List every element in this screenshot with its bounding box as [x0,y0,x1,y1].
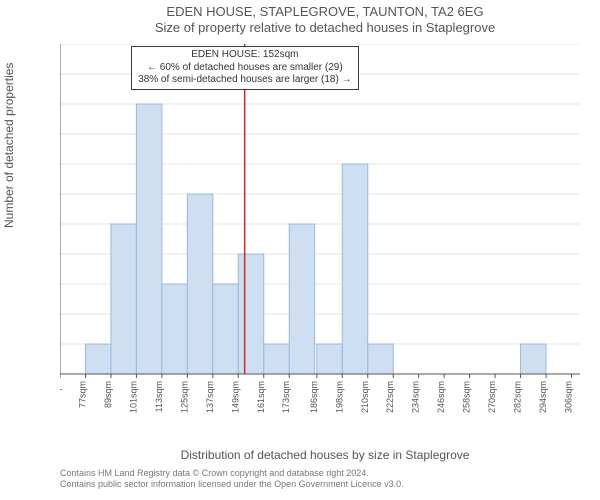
annotation-callout: EDEN HOUSE: 152sqm ← 60% of detached hou… [131,46,358,90]
svg-text:173sqm: 173sqm [281,381,291,413]
annotation-line-2: ← 60% of detached houses are smaller (29… [138,62,351,75]
title-line-1: EDEN HOUSE, STAPLEGROVE, TAUNTON, TA2 6E… [60,4,590,19]
svg-text:65sqm: 65sqm [60,381,62,408]
y-axis-label: Number of detached properties [2,63,16,228]
svg-text:246sqm: 246sqm [436,381,446,413]
svg-text:186sqm: 186sqm [309,381,319,413]
annotation-line-1: EDEN HOUSE: 152sqm [138,49,351,62]
annotation-line-3: 38% of semi-detached houses are larger (… [138,74,351,87]
svg-text:258sqm: 258sqm [462,381,472,413]
svg-text:89sqm: 89sqm [103,381,113,408]
svg-text:113sqm: 113sqm [154,381,164,412]
svg-text:77sqm: 77sqm [77,381,87,408]
svg-text:161sqm: 161sqm [256,381,266,413]
svg-text:222sqm: 222sqm [385,381,395,413]
svg-text:149sqm: 149sqm [230,381,240,413]
credits: Contains HM Land Registry data © Crown c… [60,468,590,491]
histogram-chart: 0123456789101165sqm77sqm89sqm101sqm113sq… [60,44,580,414]
svg-text:294sqm: 294sqm [538,381,548,413]
svg-text:210sqm: 210sqm [360,381,370,413]
svg-text:306sqm: 306sqm [564,381,574,413]
svg-text:101sqm: 101sqm [128,381,138,413]
title-line-2: Size of property relative to detached ho… [60,20,590,35]
svg-text:198sqm: 198sqm [334,381,344,413]
svg-text:125sqm: 125sqm [179,381,189,413]
svg-text:282sqm: 282sqm [513,381,523,413]
chart-svg: 0123456789101165sqm77sqm89sqm101sqm113sq… [60,44,580,414]
svg-text:270sqm: 270sqm [487,381,497,413]
credit-line-2: Contains public sector information licen… [60,479,590,490]
svg-text:234sqm: 234sqm [411,381,421,413]
chart-titles: EDEN HOUSE, STAPLEGROVE, TAUNTON, TA2 6E… [60,4,590,35]
x-axis-label: Distribution of detached houses by size … [60,448,590,462]
credit-line-1: Contains HM Land Registry data © Crown c… [60,468,590,479]
svg-text:137sqm: 137sqm [205,381,215,413]
